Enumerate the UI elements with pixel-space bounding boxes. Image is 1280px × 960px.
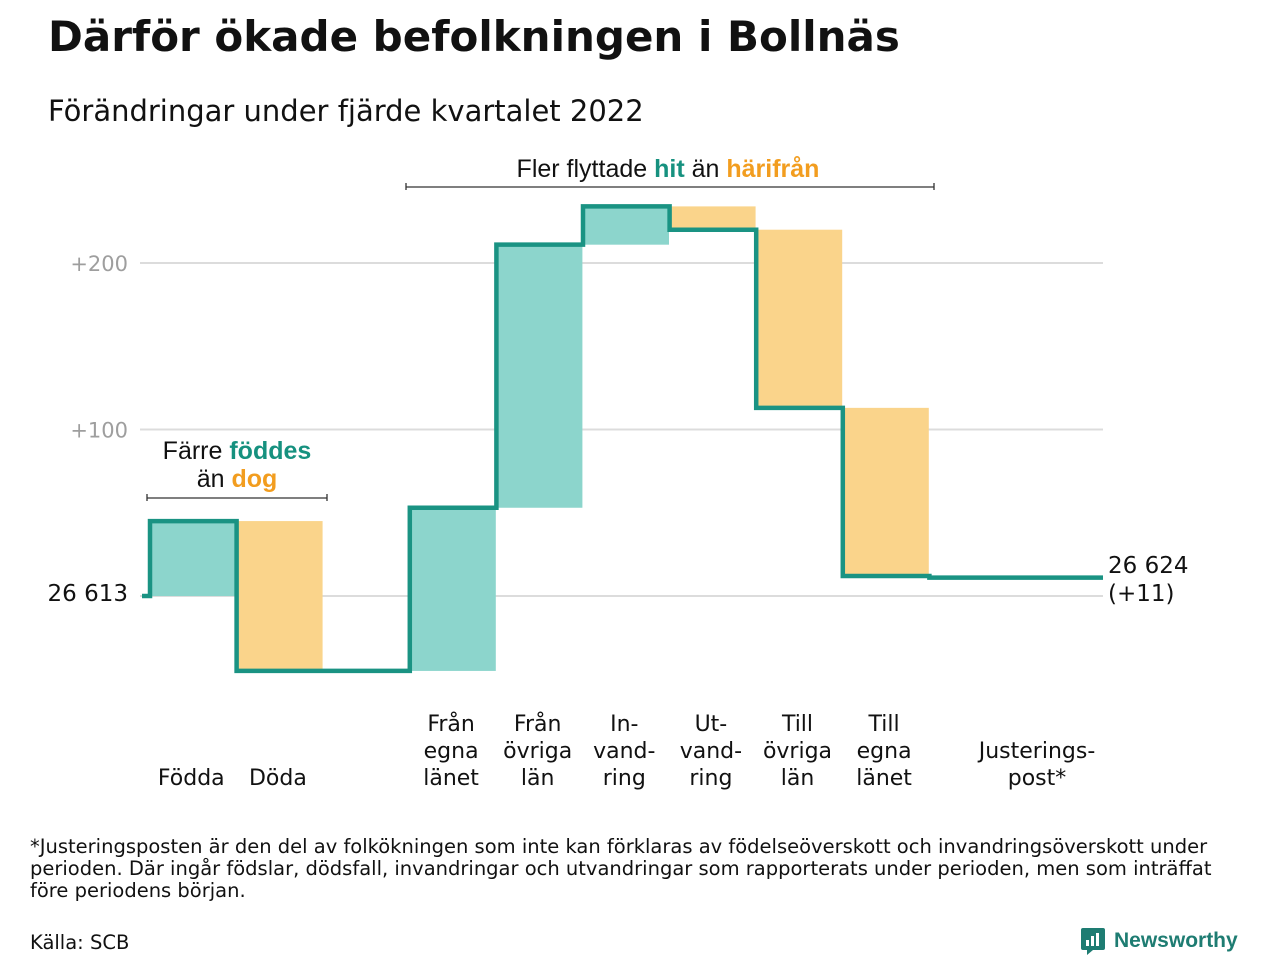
category-label: Till: [868, 712, 900, 737]
waterfall-bar: [150, 521, 236, 596]
y-tick-label: +100: [70, 419, 128, 443]
brand-name: Newsworthy: [1114, 929, 1238, 952]
category-label: post*: [1008, 766, 1067, 791]
category-label: Justerings-: [977, 739, 1096, 764]
chart-title: Därför ökade befolkningen i Bollnäs: [48, 12, 900, 61]
running-total-line: [142, 204, 1103, 674]
category-label: ring: [603, 766, 646, 791]
waterfall-bar: [236, 521, 323, 671]
annotation-bracket: [405, 183, 935, 190]
source-note: Källa: SCB: [30, 931, 130, 954]
category-label: övriga: [503, 739, 572, 764]
category-label: Födda: [158, 766, 225, 791]
category-label: län: [781, 766, 815, 791]
annotation-migration: Fler flyttade hit än härifrån: [517, 155, 820, 183]
category-label: ring: [689, 766, 732, 791]
category-label: vand-: [593, 739, 655, 764]
category-label: länet: [856, 766, 912, 791]
waterfall-bar: [756, 229, 843, 408]
category-label: länet: [423, 766, 479, 791]
category-label: Döda: [249, 766, 307, 791]
waterfall-bar: [669, 206, 756, 230]
annotation-births-line2: än dog: [197, 465, 278, 493]
category-label: Till: [781, 712, 813, 737]
newsworthy-logo-icon: [1081, 928, 1105, 955]
category-label: In-: [610, 712, 638, 737]
category-label: Ut-: [695, 712, 728, 737]
end-value-label: 26 624: [1108, 553, 1188, 579]
category-label: Från: [514, 711, 562, 737]
end-change-label: (+11): [1108, 581, 1174, 607]
category-label: egna: [857, 739, 912, 764]
category-label: vand-: [680, 739, 742, 764]
category-label: län: [521, 766, 555, 791]
brand-logo: Newsworthy: [1080, 926, 1238, 956]
category-label: övriga: [763, 739, 832, 764]
start-value-label: 26 613: [48, 581, 128, 607]
footnote: *Justeringsposten är den del av folkökni…: [30, 835, 1212, 902]
category-label: egna: [424, 739, 479, 764]
annotation-bracket: [146, 494, 328, 501]
waterfall-bar: [583, 206, 669, 245]
category-label: Från: [427, 711, 475, 737]
waterfall-bar: [842, 407, 929, 577]
waterfall-bar: [496, 244, 583, 508]
chart-subtitle: Förändringar under fjärde kvartalet 2022: [48, 94, 644, 128]
waterfall-bar: [409, 507, 496, 671]
y-tick-label: +200: [70, 252, 128, 276]
annotation-births-line1: Färre föddes: [163, 437, 312, 465]
